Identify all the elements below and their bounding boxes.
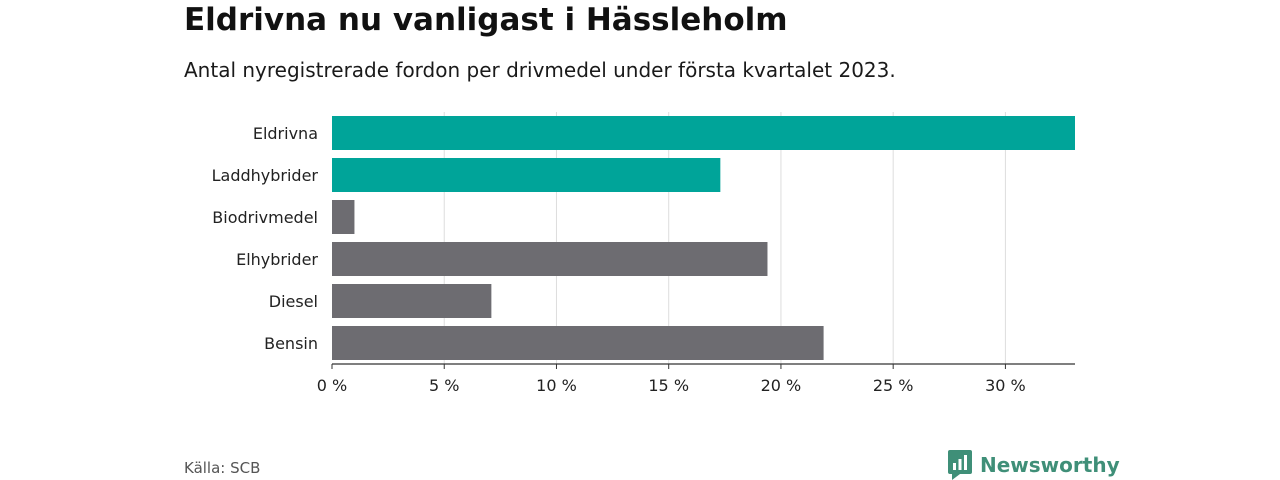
category-label: Bensin bbox=[264, 334, 318, 353]
logo-text: Newsworthy bbox=[980, 453, 1120, 477]
x-tick-label: 15 % bbox=[648, 376, 689, 395]
x-tick-label: 20 % bbox=[761, 376, 802, 395]
category-label: Elhybrider bbox=[236, 250, 318, 269]
bar-chart-speech-bubble-icon bbox=[948, 450, 972, 480]
category-label: Eldrivna bbox=[253, 124, 318, 143]
bar-diesel bbox=[332, 284, 492, 318]
chart-title: Eldrivna nu vanligast i Hässleholm bbox=[184, 2, 788, 38]
category-label: Laddhybrider bbox=[212, 166, 319, 185]
x-tick-label: 0 % bbox=[317, 376, 347, 395]
newsworthy-logo: Newsworthy bbox=[948, 450, 1120, 480]
x-tick-label: 5 % bbox=[429, 376, 459, 395]
x-tick-label: 30 % bbox=[985, 376, 1026, 395]
bar-laddhybrider bbox=[332, 158, 721, 192]
x-tick-label: 10 % bbox=[536, 376, 577, 395]
bar-bensin bbox=[332, 326, 824, 360]
bar-eldrivna bbox=[332, 116, 1075, 150]
category-label: Biodrivmedel bbox=[212, 208, 318, 227]
x-tick-label: 25 % bbox=[873, 376, 914, 395]
bar-biodrivmedel bbox=[332, 200, 355, 234]
bar-elhybrider bbox=[332, 242, 768, 276]
category-label: Diesel bbox=[269, 292, 318, 311]
chart-subtitle: Antal nyregistrerade fordon per drivmede… bbox=[184, 58, 896, 82]
source-note: Källa: SCB bbox=[184, 459, 261, 477]
